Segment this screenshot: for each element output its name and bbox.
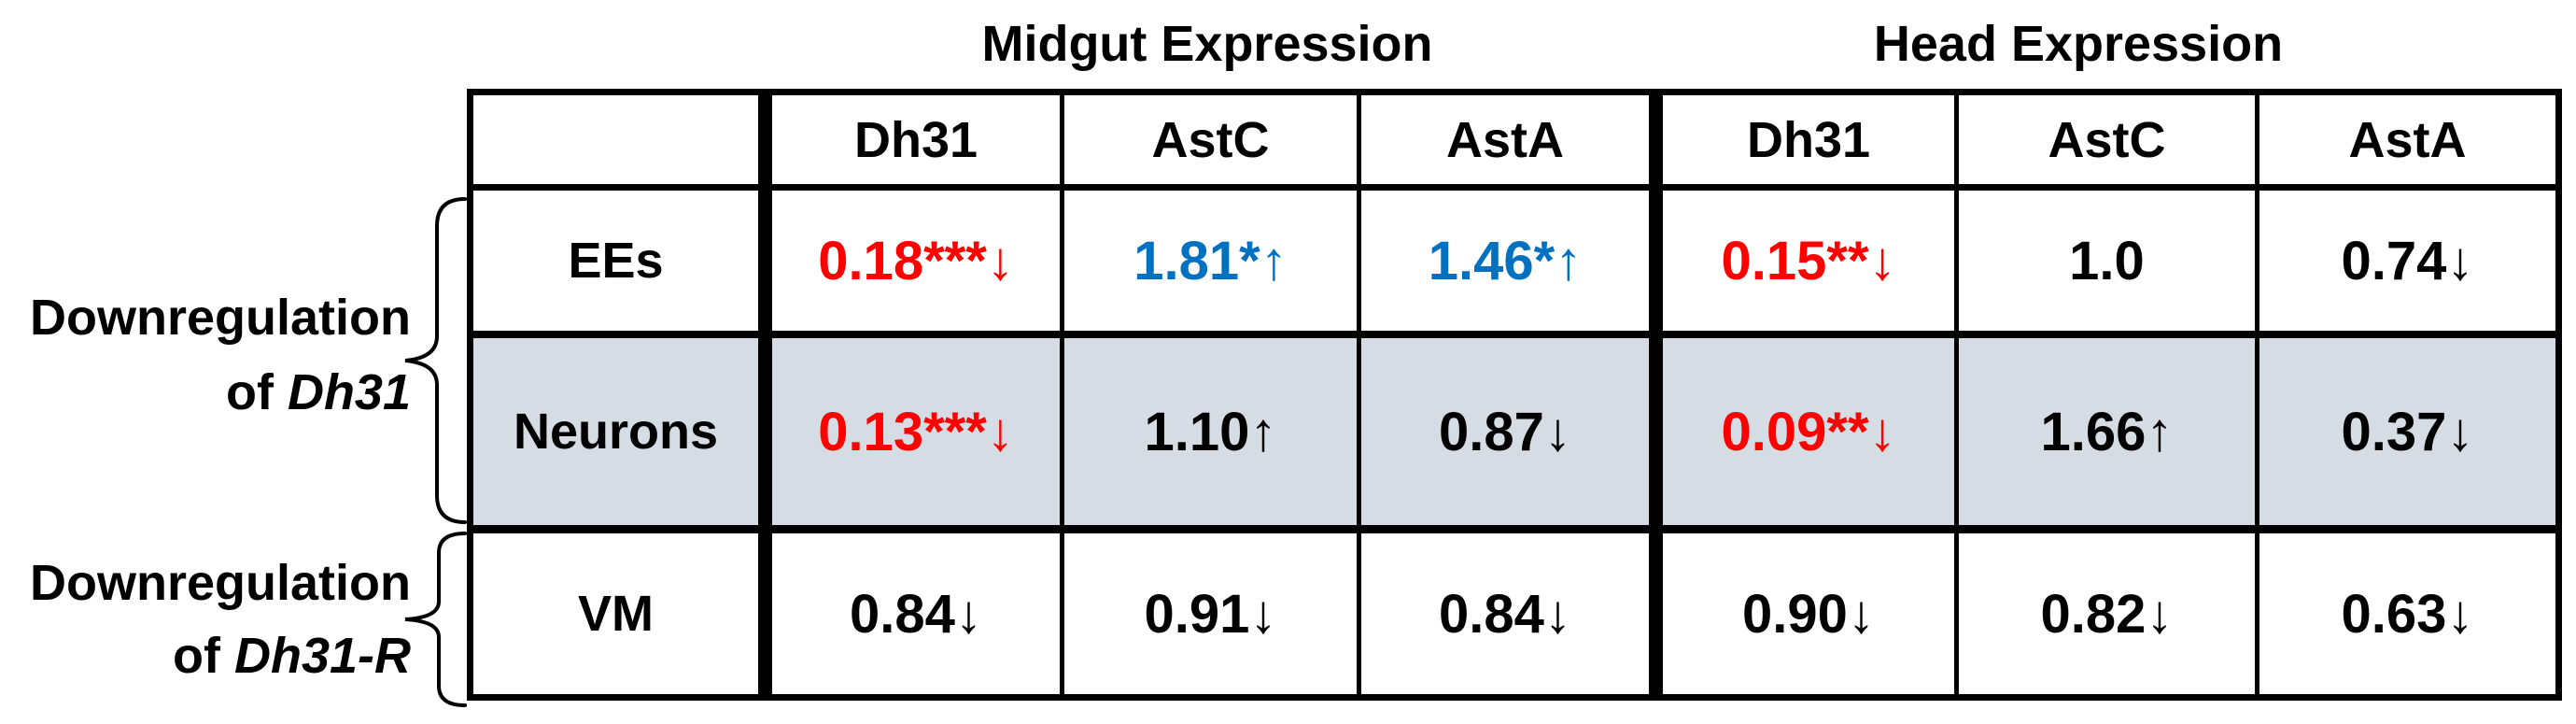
corner-cell [468,90,767,191]
brace-dh31r-rows [404,532,467,707]
cell-ees-head-dh31: 0.15**↓ [1649,185,1959,338]
col-header-midgut-dh31: Dh31 [758,90,1064,191]
cell-neurons-head-asta: 0.37↓ [2255,332,2561,533]
row-neurons: Neurons 0.13***↓ 1.10↑ 0.87↓ 0.09**↓ 1.6… [468,332,2561,533]
head-expression-title: Head Expression [1873,16,2284,72]
cell-vm-midgut-asta: 0.84↓ [1357,527,1658,700]
row-label-neurons: Neurons [468,332,767,533]
cell-neurons-head-dh31: 0.09**↓ [1649,332,1959,533]
expression-table: Dh31 AstC AstA Dh31 AstC AstA EEs 0.18**… [467,89,2562,701]
row-label-ees: EEs [468,185,767,338]
row-ees: EEs 0.18***↓ 1.81*↑ 1.46*↑ 0.15**↓ 1.0 0… [468,185,2561,338]
group-label-dh31r-gene: Dh31-R [233,628,411,684]
cell-ees-midgut-dh31: 0.18***↓ [758,185,1064,338]
col-header-midgut-astc: AstC [1060,90,1361,191]
group-label-dh31r-line2: of Dh31-R [14,619,411,692]
col-header-head-dh31: Dh31 [1649,90,1959,191]
cell-vm-head-astc: 0.82↓ [1954,527,2259,700]
group-label-dh31: Downregulation of Dh31 [14,280,411,430]
cell-neurons-midgut-asta: 0.87↓ [1357,332,1658,533]
group-label-dh31r-line1: Downregulation [30,555,411,611]
col-header-head-astc: AstC [1954,90,2259,191]
cell-vm-midgut-dh31: 0.84↓ [758,527,1064,700]
midgut-expression-title: Midgut Expression [981,16,1433,72]
cell-vm-midgut-astc: 0.91↓ [1060,527,1361,700]
header-row: Dh31 AstC AstA Dh31 AstC AstA [468,90,2561,191]
cell-ees-head-astc: 1.0 [1954,185,2259,338]
cell-ees-head-asta: 0.74↓ [2255,185,2561,338]
group-label-dh31r: Downregulation of Dh31-R [14,547,411,692]
group-label-dh31r-of: of [172,628,234,684]
cell-neurons-midgut-dh31: 0.13***↓ [758,332,1064,533]
col-header-head-asta: AstA [2255,90,2561,191]
brace-dh31-rows [404,197,467,524]
cell-neurons-head-astc: 1.66↑ [1954,332,2259,533]
row-label-vm: VM [468,527,767,700]
group-label-dh31-line1: Downregulation [30,290,411,346]
cell-vm-head-asta: 0.63↓ [2255,527,2561,700]
cell-vm-head-dh31: 0.90↓ [1649,527,1959,700]
row-vm: VM 0.84↓ 0.91↓ 0.84↓ 0.90↓ 0.82↓ 0.63↓ [468,527,2561,700]
cell-ees-midgut-asta: 1.46*↑ [1357,185,1658,338]
col-header-midgut-asta: AstA [1357,90,1658,191]
group-label-dh31-of: of [225,364,288,420]
group-label-dh31-gene: Dh31 [287,364,411,420]
cell-ees-midgut-astc: 1.81*↑ [1060,185,1361,338]
cell-neurons-midgut-astc: 1.10↑ [1060,332,1361,533]
group-label-dh31-line2: of Dh31 [14,355,411,430]
